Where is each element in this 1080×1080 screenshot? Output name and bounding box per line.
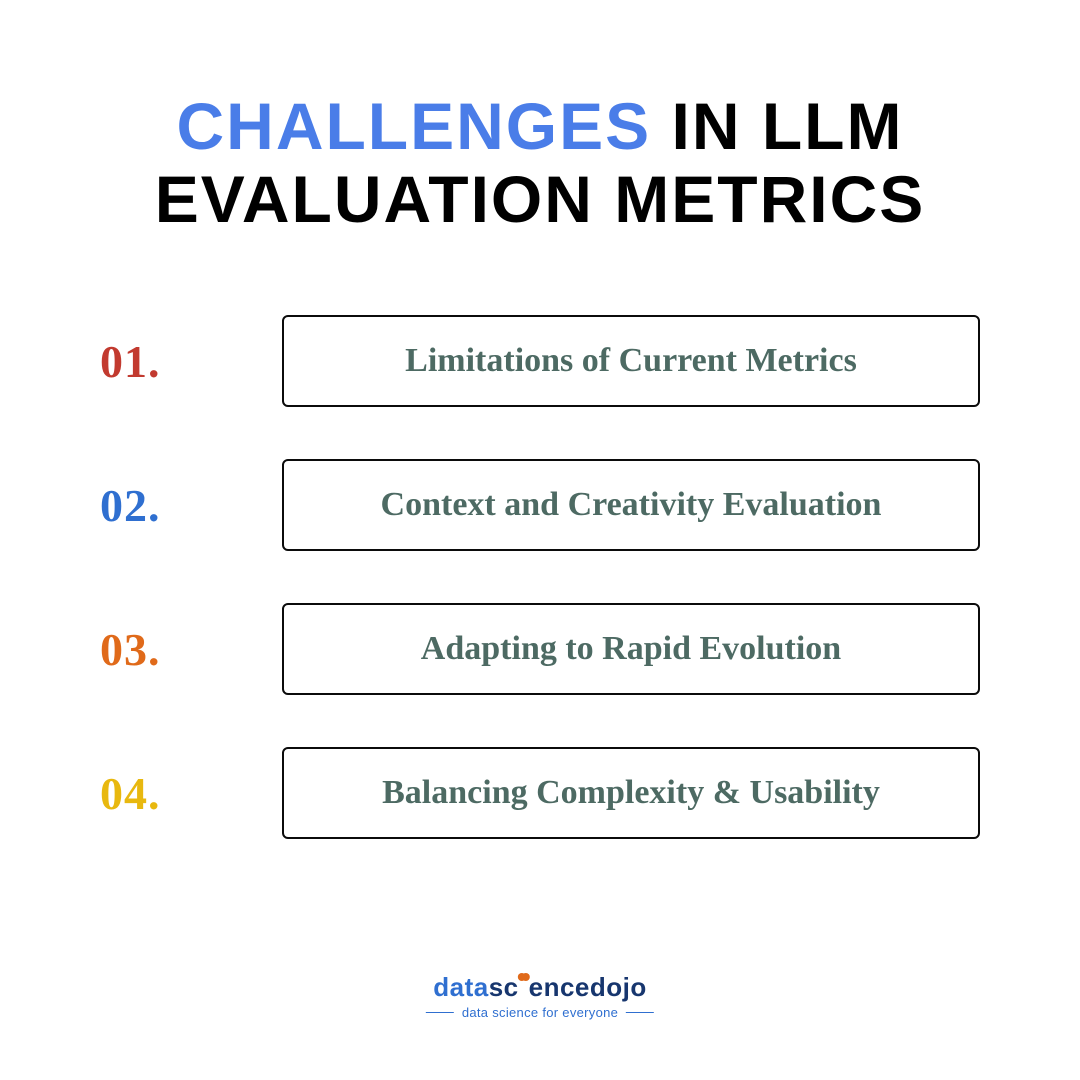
logo-dot-icon <box>522 973 530 981</box>
divider-icon <box>426 1012 454 1013</box>
item-number-4: 04. <box>100 767 240 820</box>
title-rest-line1: IN LLM <box>651 89 903 163</box>
challenges-list: 01. Limitations of Current Metrics 02. C… <box>80 315 1000 839</box>
logo-tagline: data science for everyone <box>462 1005 618 1020</box>
logo-text-dark1: sc <box>489 972 519 1002</box>
logo-text-dark3: dojo <box>590 972 647 1002</box>
title-line2: EVALUATION METRICS <box>155 162 926 236</box>
item-box-1: Limitations of Current Metrics <box>282 315 980 407</box>
title-accent-word: CHALLENGES <box>177 89 652 163</box>
item-number-3: 03. <box>100 623 240 676</box>
item-label: Adapting to Rapid Evolution <box>421 630 841 668</box>
page-title: CHALLENGES IN LLM EVALUATION METRICS <box>80 90 1000 235</box>
list-item: 01. Limitations of Current Metrics <box>100 315 980 407</box>
logo-wordmark: datascencedojo <box>426 972 654 1003</box>
logo-tagline-row: data science for everyone <box>426 1005 654 1020</box>
item-number-1: 01. <box>100 335 240 388</box>
item-number-2: 02. <box>100 479 240 532</box>
list-item: 04. Balancing Complexity & Usability <box>100 747 980 839</box>
item-label: Context and Creativity Evaluation <box>381 486 882 524</box>
divider-icon <box>626 1012 654 1013</box>
item-label: Balancing Complexity & Usability <box>382 774 880 812</box>
footer-logo: datascencedojo data science for everyone <box>426 972 654 1020</box>
page: CHALLENGES IN LLM EVALUATION METRICS 01.… <box>0 0 1080 1080</box>
logo-text-dark2: ence <box>529 972 590 1002</box>
logo-text-blue: data <box>433 972 488 1002</box>
item-box-2: Context and Creativity Evaluation <box>282 459 980 551</box>
item-label: Limitations of Current Metrics <box>405 342 857 380</box>
list-item: 03. Adapting to Rapid Evolution <box>100 603 980 695</box>
list-item: 02. Context and Creativity Evaluation <box>100 459 980 551</box>
item-box-3: Adapting to Rapid Evolution <box>282 603 980 695</box>
item-box-4: Balancing Complexity & Usability <box>282 747 980 839</box>
